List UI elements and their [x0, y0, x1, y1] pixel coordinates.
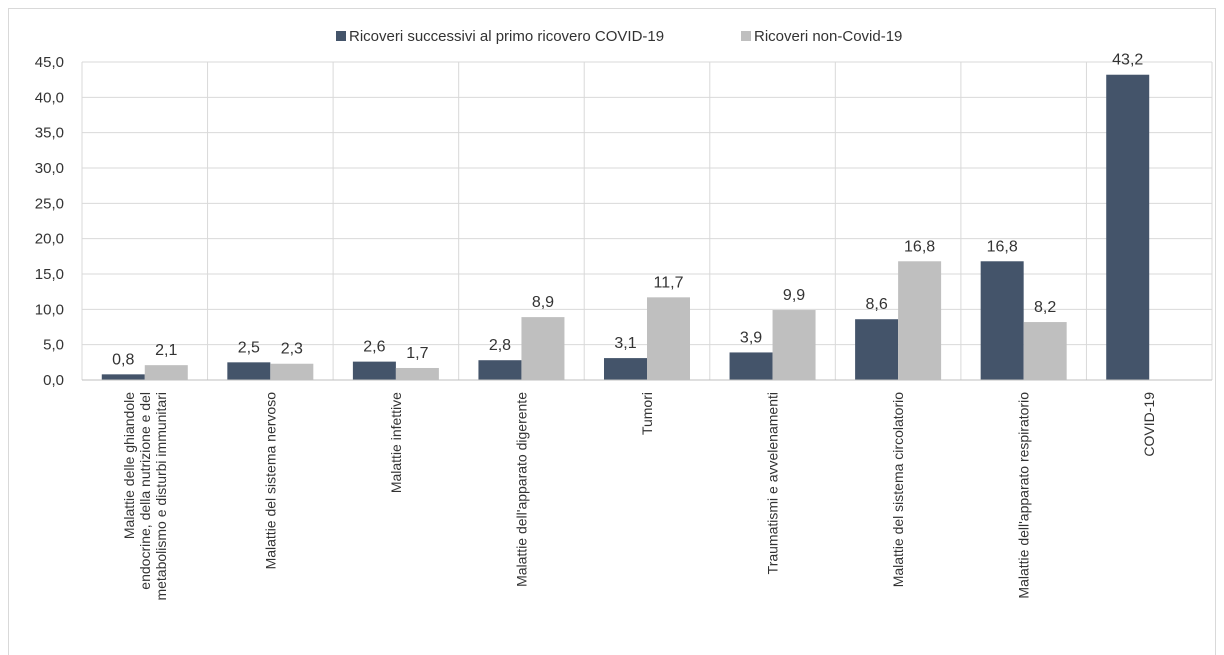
y-tick-label: 35,0: [35, 125, 64, 142]
bar-non-covid: [898, 261, 942, 380]
bar-post-covid: [729, 352, 773, 380]
bar-non-covid: [270, 363, 314, 380]
y-tick-label: 5,0: [43, 337, 64, 354]
data-label: 43,2: [1112, 52, 1143, 69]
data-label: 0,8: [112, 351, 134, 368]
bar-non-covid: [395, 367, 439, 380]
bar-non-covid: [647, 297, 690, 380]
bar-post-covid: [478, 360, 522, 380]
bar-non-covid: [1023, 322, 1067, 380]
bar-post-covid: [604, 358, 647, 380]
data-label: 16,8: [904, 238, 935, 255]
data-label: 16,8: [987, 238, 1018, 255]
chart-frame: [8, 8, 1216, 655]
legend-swatch-post-covid: [336, 31, 346, 41]
y-tick-label: 15,0: [35, 266, 64, 283]
y-tick-label: 40,0: [35, 89, 64, 106]
bar-non-covid: [521, 317, 565, 380]
bar-post-covid: [352, 361, 396, 380]
data-label: 2,3: [281, 341, 303, 358]
category-label: Malattie delle ghiandole: [121, 392, 137, 539]
y-tick-label: 25,0: [35, 195, 64, 212]
bar-non-covid: [144, 365, 188, 380]
category-label: Malattie del sistema circolatorio: [890, 392, 906, 588]
legend-label: Ricoveri successivi al primo ricovero CO…: [349, 28, 664, 45]
y-tick-label: 45,0: [35, 54, 64, 71]
data-label: 8,2: [1034, 299, 1056, 316]
bar-non-covid: [772, 310, 816, 380]
y-tick-label: 10,0: [35, 301, 64, 318]
legend-label: Ricoveri non-Covid-19: [754, 28, 902, 45]
bar-post-covid: [101, 374, 145, 380]
data-label: 3,1: [614, 335, 636, 352]
category-label: Malattie dell'apparato digerente: [513, 392, 529, 587]
category-label: Traumatismi e avvelenamenti: [765, 392, 781, 574]
data-label: 8,9: [532, 294, 554, 311]
legend-swatch-non-covid: [741, 31, 751, 41]
category-label: endocrine, della nutrizione e del: [137, 392, 153, 590]
y-tick-label: 20,0: [35, 231, 64, 248]
category-label: Malattie infettive: [388, 392, 404, 493]
data-label: 2,6: [363, 339, 385, 356]
data-label: 11,7: [654, 274, 684, 291]
data-label: 3,9: [740, 329, 762, 346]
category-label: Malattie dell'apparato respiratorio: [1016, 392, 1032, 599]
category-label: Malattie del sistema nervoso: [262, 392, 278, 570]
data-label: 2,5: [238, 339, 260, 356]
category-label: COVID-19: [1141, 392, 1157, 457]
bar-post-covid: [227, 362, 271, 380]
bar-post-covid: [980, 261, 1024, 380]
data-label: 2,8: [489, 337, 511, 354]
y-tick-label: 0,0: [43, 372, 64, 389]
bar-post-covid: [855, 319, 899, 380]
y-tick-label: 30,0: [35, 160, 64, 177]
data-label: 2,1: [155, 342, 177, 359]
bar-post-covid: [1106, 74, 1150, 380]
data-label: 9,9: [783, 287, 805, 304]
data-label: 1,7: [406, 345, 428, 362]
data-label: 8,6: [865, 296, 887, 313]
category-label: Tumori: [639, 392, 655, 435]
category-label: metabolismo e disturbi immunitari: [153, 392, 169, 601]
